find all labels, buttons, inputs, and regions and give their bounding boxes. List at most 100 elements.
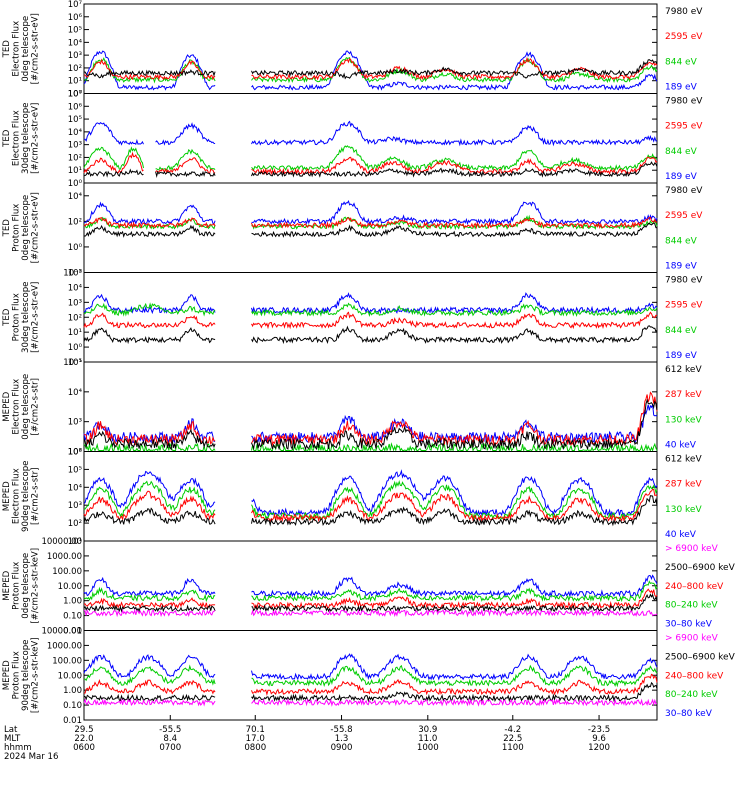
y-tick-label: 10⁰ — [68, 179, 83, 189]
legend-entry: 189 eV — [665, 262, 698, 272]
legend-entry: 7980 eV — [665, 7, 703, 17]
y-axis-label-line: 0deg telescope — [21, 16, 31, 82]
series-line-7980-ev — [83, 59, 658, 80]
series-line-844-ev — [83, 56, 658, 84]
y-tick-label: 10² — [68, 153, 82, 163]
y-tick-label: 10⁶ — [68, 102, 83, 112]
y-tick-label: 10⁵ — [68, 26, 82, 36]
y-axis-label-line: Electron Flux — [12, 21, 22, 77]
panel-meped-proton-0deg: 0.01 0.10 1.00 10.00 100.00 1000.00 10000.00 ME… — [2, 537, 736, 637]
y-axis-label-line: Proton Flux — [12, 651, 22, 699]
x-tick-label-hhmm: 1200 — [588, 743, 610, 753]
y-tick-label: 10⁴ — [68, 128, 83, 138]
x-tick-label-lat: -55.8 — [330, 725, 352, 735]
y-tick-label: 10⁻¹ — [63, 358, 82, 368]
panel-ted-proton-30deg: 10⁻¹ 10⁰ 10¹ 10² 10³ 10⁴ 10⁵ TED Proton Flux 30de… — [2, 269, 703, 369]
y-tick-label: 0.01 — [63, 627, 82, 637]
legend-entry: 80–240 keV — [665, 690, 718, 700]
y-tick-label: 10² — [68, 519, 82, 529]
x-tick-label-lat: 30.9 — [418, 725, 437, 735]
y-tick-label: 100.00 — [52, 567, 82, 577]
y-tick-label: 10⁵ — [68, 269, 82, 279]
y-tick-label: 1.00 — [63, 597, 82, 607]
legend-entry: > 6900 keV — [665, 634, 719, 644]
x-tick-label-lat: 70.1 — [246, 725, 265, 735]
y-axis-label-line: Proton Flux — [12, 562, 22, 610]
legend-entry: 612 keV — [665, 365, 702, 375]
x-tick-label-hhmm: 1100 — [502, 743, 524, 753]
y-tick-label: 10⁰ — [68, 90, 83, 100]
series-line-80-240-kev — [83, 664, 658, 688]
legend-entry: 844 eV — [665, 236, 698, 246]
legend-entry: 130 keV — [665, 415, 702, 425]
y-axis-label-line: Proton Flux — [12, 293, 22, 341]
series-line-612-kev — [83, 398, 658, 451]
y-axis-label-line: [#/cm2-s-str-eV] — [31, 282, 41, 353]
y-axis-label-line: [#/cm2-s-str-keV] — [31, 637, 41, 713]
series-line-2595-ev — [83, 151, 658, 176]
legend-entry: 2595 eV — [665, 301, 703, 311]
series-line-189-ev — [83, 50, 658, 91]
y-axis-label-line: 0deg telescope — [21, 553, 31, 619]
y-tick-label: 10.00 — [58, 671, 82, 681]
legend-entry: 2595 eV — [665, 211, 703, 221]
y-tick-label: 10² — [68, 448, 82, 458]
series-line-2595-ev — [83, 217, 658, 230]
x-tick-label-mlt: 9.6 — [592, 734, 606, 744]
y-axis-label-line: [#/cm2-s-str] — [31, 378, 41, 435]
y-tick-label: 10⁴ — [68, 388, 83, 398]
y-axis-label-line: TED — [2, 40, 12, 59]
y-axis-label-line: Proton Flux — [12, 204, 22, 252]
y-tick-label: 1000.00 — [47, 552, 82, 562]
series-line-130-kev — [83, 442, 658, 453]
x-tick-label-lat: -23.5 — [588, 725, 610, 735]
legend-entry: 2595 eV — [665, 122, 703, 132]
x-tick-label-mlt: 22.0 — [74, 734, 93, 744]
y-axis-label-line: [#/cm2-s-str] — [31, 468, 41, 525]
legend-entry: 287 keV — [665, 390, 702, 400]
legend-entry: 2500–6900 keV — [665, 563, 736, 573]
y-axis-label-line: 0deg telescope — [21, 374, 31, 440]
series-line-40-kev — [83, 469, 658, 518]
x-tick-label-hhmm: 0600 — [73, 743, 95, 753]
legend-entry: 844 eV — [665, 147, 698, 157]
y-tick-label: 10⁴ — [68, 283, 83, 293]
y-tick-label: 10⁵ — [68, 465, 82, 475]
x-tick-label-lat: -4.2 — [504, 725, 521, 735]
y-tick-label: 10⁴ — [68, 192, 83, 202]
legend-entry: > 6900 keV — [665, 544, 719, 554]
legend-entry: 130 keV — [665, 505, 702, 515]
legend-entry: 2595 eV — [665, 32, 703, 42]
x-tick-label-hhmm: 0800 — [244, 743, 266, 753]
y-tick-label: 10000.00 — [41, 627, 82, 637]
series-line--6900-kev — [83, 608, 658, 618]
series-line-30-80-kev — [83, 653, 658, 681]
y-tick-label: 1000.00 — [47, 641, 82, 651]
y-axis-label-line: [#/cm2-s-str-eV] — [31, 192, 41, 263]
series-line-612-kev — [83, 495, 658, 527]
legend-entry: 612 keV — [665, 455, 702, 465]
legend-entry: 189 eV — [665, 172, 698, 182]
y-tick-label: 10³ — [68, 501, 82, 511]
y-tick-label: 10¹ — [68, 537, 82, 547]
y-tick-label: 10² — [68, 217, 82, 227]
panel-frame — [83, 182, 658, 273]
series-line-80-240-kev — [83, 580, 658, 603]
series-line--6900-kev — [83, 698, 658, 707]
date-label: 2024 Mar 16 — [4, 752, 58, 762]
series-line-7980-ev — [83, 222, 658, 238]
x-tick-label-lat: 29.5 — [74, 725, 93, 735]
y-axis-label-line: MEPED — [2, 391, 12, 421]
x-tick-label-lat: -55.5 — [159, 725, 181, 735]
y-tick-label: 10⁶ — [68, 13, 83, 23]
y-tick-label: 10.00 — [58, 582, 82, 592]
series-line-240-800-kev — [83, 673, 658, 696]
y-axis-label-line: [#/cm2-s-str-keV] — [31, 548, 41, 624]
legend-entry: 240–800 keV — [665, 671, 724, 681]
series-line-7980-ev — [83, 161, 658, 178]
series-line-189-ev — [83, 292, 658, 315]
legend-entry: 30–80 keV — [665, 709, 713, 719]
y-tick-label: 10⁰ — [68, 343, 83, 353]
